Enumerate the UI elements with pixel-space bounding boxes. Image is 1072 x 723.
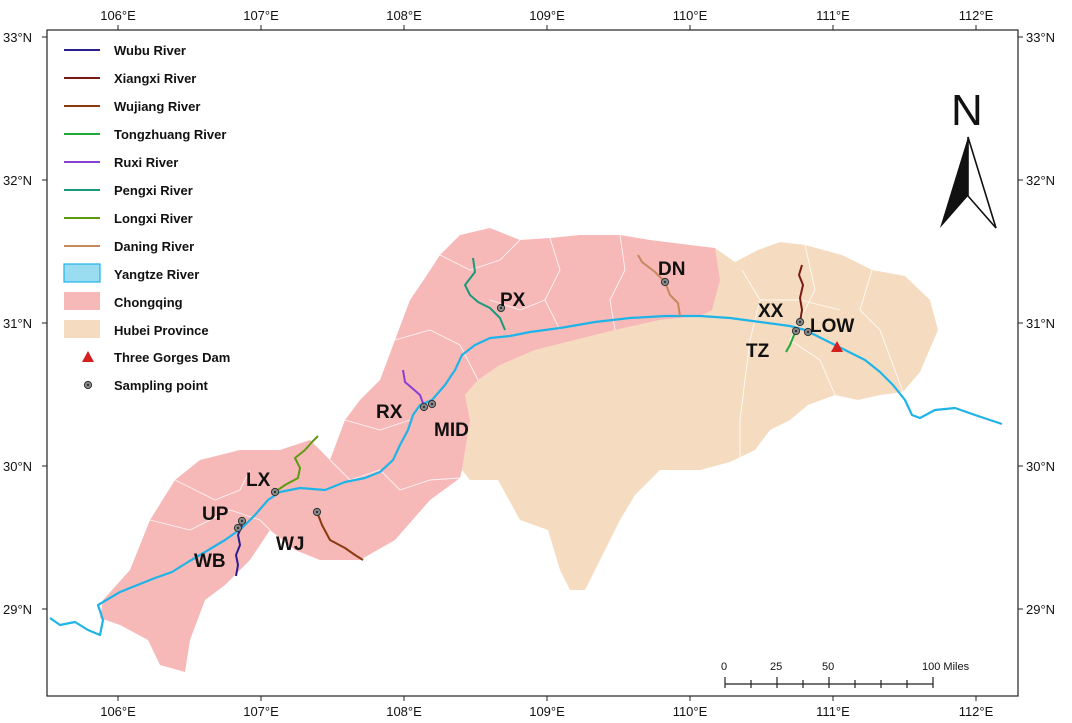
legend-label-daning: Daning River: [114, 239, 194, 254]
tick-right-31: 31°N: [1026, 316, 1055, 331]
tick-right-32: 32°N: [1026, 173, 1055, 188]
tick-left-30: 30°N: [3, 459, 32, 474]
ticks-bottom: 106°E 107°E 108°E 109°E 110°E 111°E 112°…: [100, 704, 993, 719]
wubu-river: [235, 524, 243, 577]
scale-label-25: 25: [770, 661, 782, 673]
site-label-wj: WJ: [276, 534, 305, 555]
tick-top-111: 111°E: [816, 8, 850, 23]
tick-right-30: 30°N: [1026, 459, 1055, 474]
legend: Wubu River Xiangxi River Wujiang River T…: [63, 43, 230, 393]
north-label: N: [951, 86, 983, 135]
tick-bottom-112: 112°E: [959, 704, 994, 719]
tick-top-107: 107°E: [243, 8, 279, 23]
tick-bottom-106: 106°E: [100, 704, 136, 719]
legend-label-wujiang: Wujiang River: [114, 99, 200, 114]
legend-label-dam: Three Gorges Dam: [114, 350, 230, 365]
site-label-lx: LX: [246, 470, 271, 491]
site-label-tz: TZ: [746, 341, 770, 362]
site-label-rx: RX: [376, 402, 403, 423]
legend-label-wubu: Wubu River: [114, 43, 186, 58]
legend-label-tongzhuang: Tongzhuang River: [114, 127, 226, 142]
legend-label-ruxi: Ruxi River: [114, 155, 178, 170]
tick-top-108: 108°E: [386, 8, 422, 23]
legend-symbol-chongqing: [64, 292, 100, 310]
tick-top-109: 109°E: [529, 8, 565, 23]
tick-bottom-107: 107°E: [243, 704, 279, 719]
tick-top-110: 110°E: [673, 8, 708, 23]
ticks-left: 33°N 32°N 31°N 30°N 29°N: [3, 30, 32, 617]
tick-left-32: 32°N: [3, 173, 32, 188]
site-label-px: PX: [500, 290, 526, 311]
tributaries: [235, 254, 804, 577]
north-arrow-icon: N: [940, 86, 997, 229]
three-gorges-dam-marker: [831, 341, 843, 352]
tick-bottom-111: 111°E: [816, 704, 850, 719]
ticks-right: 33°N 32°N 31°N 30°N 29°N: [1026, 30, 1055, 617]
tick-bottom-108: 108°E: [386, 704, 422, 719]
pengxi-river: [464, 257, 506, 331]
site-label-wb: WB: [194, 551, 226, 572]
scale-bar: 0 25 50 100 Miles: [721, 661, 970, 688]
wujiang-river: [316, 511, 364, 561]
tick-bottom-109: 109°E: [529, 704, 565, 719]
site-label-xx: XX: [758, 301, 784, 322]
xiangxi-river: [798, 264, 804, 323]
legend-label-pengxi: Pengxi River: [114, 183, 193, 198]
tick-right-33: 33°N: [1026, 30, 1055, 45]
tongzhuang-river: [785, 329, 797, 353]
tick-top-106: 106°E: [100, 8, 136, 23]
tick-left-31: 31°N: [3, 316, 32, 331]
legend-label-sampling: Sampling point: [114, 378, 209, 393]
legend-label-chongqing: Chongqing: [114, 295, 183, 310]
tick-left-29: 29°N: [3, 602, 32, 617]
tick-top-112: 112°E: [959, 8, 994, 23]
legend-symbol-hubei: [64, 320, 100, 338]
scale-label-100: 100 Miles: [922, 661, 970, 673]
scale-label-0: 0: [721, 661, 727, 673]
legend-symbol-yangtze: [63, 263, 101, 283]
site-label-mid: MID: [434, 420, 469, 441]
tick-right-29: 29°N: [1026, 602, 1055, 617]
chongqing-region: [100, 228, 720, 672]
district-boundaries: [149, 234, 904, 531]
legend-label-xiangxi: Xiangxi River: [114, 71, 196, 86]
ruxi-river: [402, 369, 425, 407]
legend-label-longxi: Longxi River: [114, 211, 193, 226]
site-label-low: LOW: [810, 316, 854, 337]
legend-label-yangtze: Yangtze River: [114, 267, 199, 282]
longxi-river: [274, 435, 319, 493]
hubei-region: [462, 242, 938, 590]
legend-label-hubei: Hubei Province: [114, 323, 209, 338]
ticks-top: 106°E 107°E 108°E 109°E 110°E 111°E 112°…: [100, 8, 993, 23]
tick-bottom-110: 110°E: [673, 704, 708, 719]
site-label-dn: DN: [658, 259, 685, 280]
site-label-up: UP: [202, 504, 229, 525]
legend-symbol-dam: [82, 351, 94, 362]
scale-label-50: 50: [822, 661, 834, 673]
tick-left-33: 33°N: [3, 30, 32, 45]
yangtze-river: [49, 314, 1003, 637]
